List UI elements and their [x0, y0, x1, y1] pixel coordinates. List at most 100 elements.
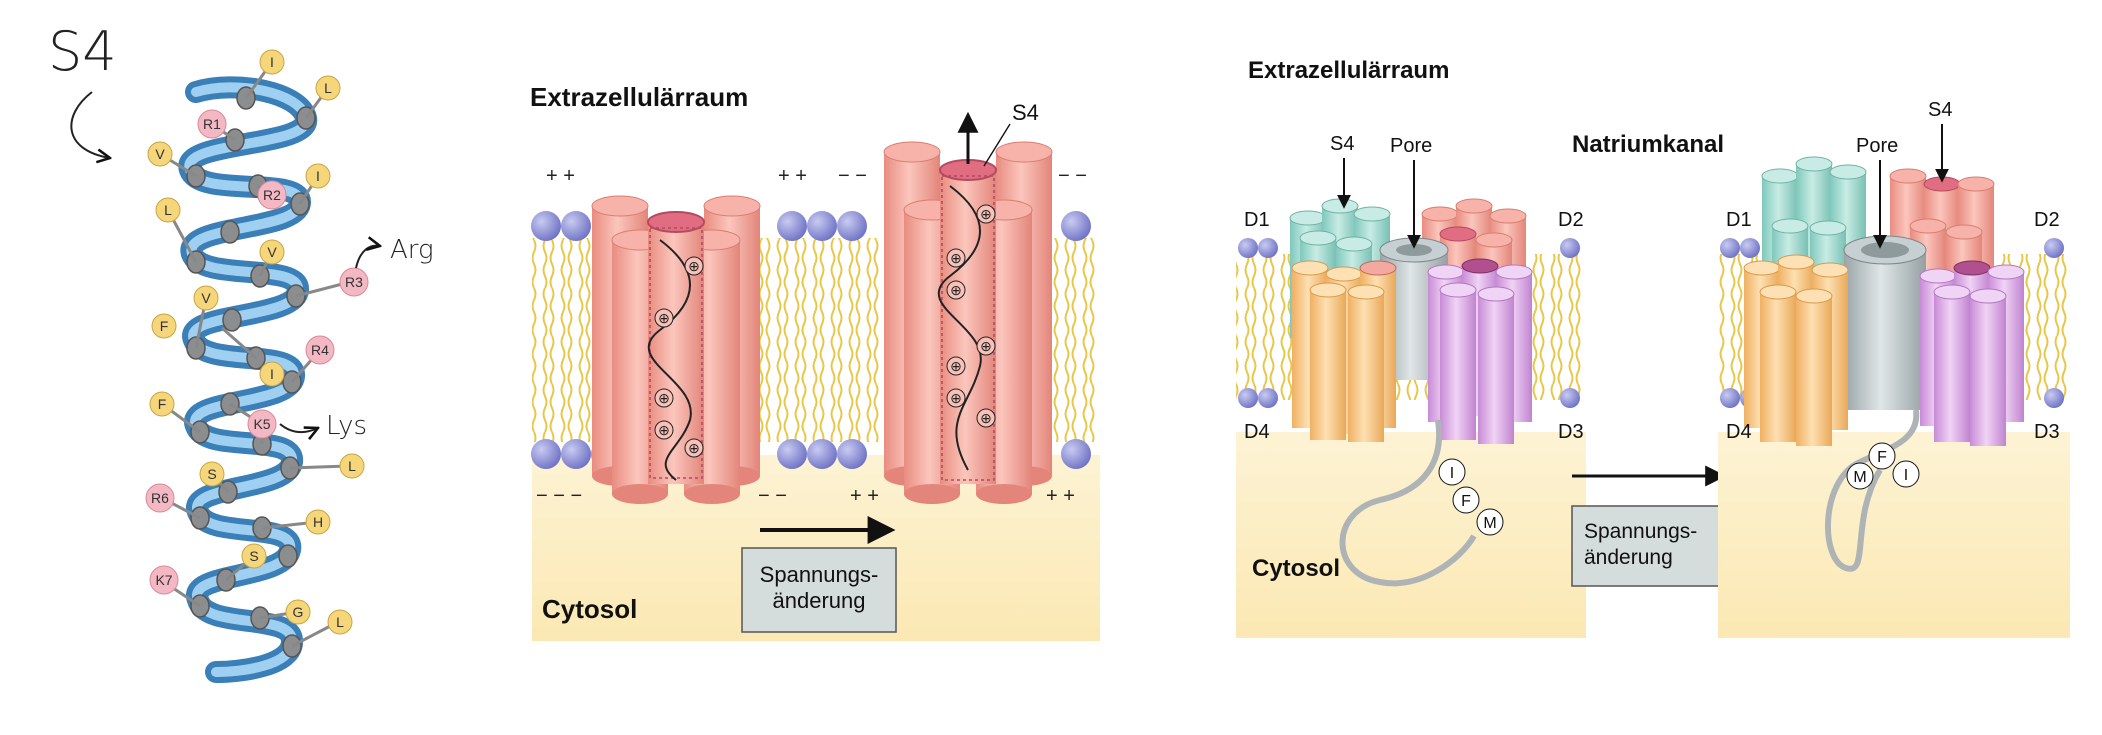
helix-residues: I L R1 V I R2 L V R3 V F R4 I F K5 S L R…: [145, 49, 369, 635]
extra-charge-right: − −: [1058, 165, 1087, 187]
closed-lipid-heads: [1238, 238, 1580, 408]
residue-label: R6: [151, 490, 169, 506]
helix-title: S4: [48, 20, 117, 83]
ifm-i-label: I: [1450, 465, 1454, 482]
charge-icon: ⊕: [950, 250, 962, 266]
residue-label: R4: [311, 342, 329, 358]
sodium-channel-panel: Extrazellulärraum Natriumkanal: [1236, 57, 2070, 638]
open-d2-label: D2: [2034, 209, 2060, 231]
arg-note-arrow: [355, 246, 380, 269]
panel1-lipid-heads: [531, 211, 1091, 469]
ifm-m-label: M: [1483, 515, 1496, 532]
ifm-f-label: F: [1461, 493, 1471, 510]
charge-icon: ⊕: [658, 422, 670, 438]
panel1-cytosol-label: Cytosol: [542, 594, 637, 624]
closed-cytosol-area: [1236, 432, 1586, 638]
intra-charge-mid: − −: [758, 485, 787, 507]
residue-label: S: [207, 466, 216, 482]
channel-resting: ⊕ ⊕ ⊕ ⊕ ⊕: [591, 195, 761, 504]
charge-icon: ⊕: [658, 310, 670, 326]
closed-s4-label: S4: [1330, 133, 1354, 155]
residue-label: F: [158, 396, 167, 412]
residue-label: R1: [203, 116, 221, 132]
intra-charge-right: + +: [1046, 485, 1075, 507]
panel1-s4-label: S4: [1012, 100, 1039, 125]
open-ifm-loop: [1824, 409, 1920, 572]
residue-label: I: [270, 366, 274, 382]
open-domain-d4: [1743, 254, 1849, 446]
closed-d1-label: D1: [1244, 209, 1270, 231]
closed-d3-label: D3: [1558, 421, 1584, 443]
closed-pore-label: Pore: [1390, 135, 1432, 157]
charge-icon: ⊕: [980, 410, 992, 426]
intra-charge-mid-plus: + +: [850, 485, 879, 507]
charge-icon: ⊕: [688, 440, 700, 456]
residue-label: L: [324, 80, 332, 96]
panel2-cytosol-label: Cytosol: [1252, 555, 1340, 582]
charge-icon: ⊕: [688, 258, 700, 274]
residue-label: V: [267, 244, 277, 260]
residue-label: I: [270, 54, 274, 70]
ifm-f-label: F: [1877, 449, 1887, 466]
panel2-voltage-line1: Spannungs-: [1584, 520, 1697, 543]
charge-icon: ⊕: [950, 390, 962, 406]
open-domain-d3: [1919, 260, 2025, 446]
panel2-extracellular-label: Extrazellulärraum: [1248, 57, 1449, 84]
charge-icon: ⊕: [980, 206, 992, 222]
closed-d2-label: D2: [1558, 209, 1584, 231]
residue-label: H: [313, 514, 323, 530]
extra-charge-mid: + +: [778, 165, 807, 187]
open-ifm-motif: M F I: [1846, 442, 1920, 490]
residue-label: R3: [345, 274, 363, 290]
charge-icon: ⊕: [950, 282, 962, 298]
panel2-voltage-box: [1571, 505, 1723, 587]
charge-icon: ⊕: [950, 358, 962, 374]
panel1-voltage-line1: Spannungs-: [760, 562, 879, 587]
residue-label: L: [348, 458, 356, 474]
open-pore: [1843, 235, 1927, 410]
residue-label: K5: [253, 416, 270, 432]
residue-label: L: [164, 202, 172, 218]
lys-note-arrow: [279, 423, 318, 432]
extra-charge-left: + +: [546, 165, 575, 187]
residue-label: G: [293, 604, 304, 620]
arg-note: Arg: [390, 235, 434, 265]
open-d3-label: D3: [2034, 421, 2060, 443]
helix-nodes: [186, 86, 316, 658]
residue-label: I: [316, 168, 320, 184]
channel-activated: ⊕ ⊕ ⊕ ⊕ ⊕ ⊕ ⊕ S4: [883, 100, 1053, 504]
panel2-channel-label: Natriumkanal: [1572, 131, 1724, 158]
extra-charge-mid-minus: − −: [838, 165, 867, 187]
residue-label: F: [160, 318, 169, 334]
charge-icon: ⊕: [658, 390, 670, 406]
residue-label: K7: [155, 572, 172, 588]
residue-label: R2: [263, 187, 281, 203]
intra-charge-left: − − −: [536, 485, 582, 507]
s4-movement-panel: Extrazellulärraum + + + + − − − − − − − …: [530, 82, 1100, 641]
charge-icon: ⊕: [980, 338, 992, 354]
residue-label: S: [249, 548, 258, 564]
open-d1-label: D1: [1726, 209, 1752, 231]
closed-domain-d3: [1427, 258, 1533, 444]
helix-title-arrow: [70, 91, 110, 158]
residue-label: L: [336, 614, 344, 630]
closed-ifm-loop: [1339, 419, 1477, 587]
residue-label: V: [201, 290, 211, 306]
ifm-m-label: M: [1853, 469, 1866, 486]
closed-domain-d4: [1291, 260, 1397, 442]
closed-d4-label: D4: [1244, 421, 1270, 443]
open-cytosol-area: [1718, 432, 2070, 638]
panel2-voltage-line2: änderung: [1584, 546, 1673, 569]
s4-helix-panel: S4: [48, 20, 434, 683]
lys-note: Lys: [326, 411, 367, 441]
open-d4-label: D4: [1726, 421, 1752, 443]
closed-ifm-motif: I F M: [1438, 458, 1504, 536]
panel1-voltage-box: [741, 547, 897, 633]
panel1-voltage-line2: änderung: [773, 588, 866, 613]
ifm-i-label: I: [1904, 467, 1908, 484]
open-s4-label: S4: [1928, 99, 1952, 121]
residue-label: V: [155, 146, 165, 162]
panel1-extracellular-label: Extrazellulärraum: [530, 82, 748, 112]
